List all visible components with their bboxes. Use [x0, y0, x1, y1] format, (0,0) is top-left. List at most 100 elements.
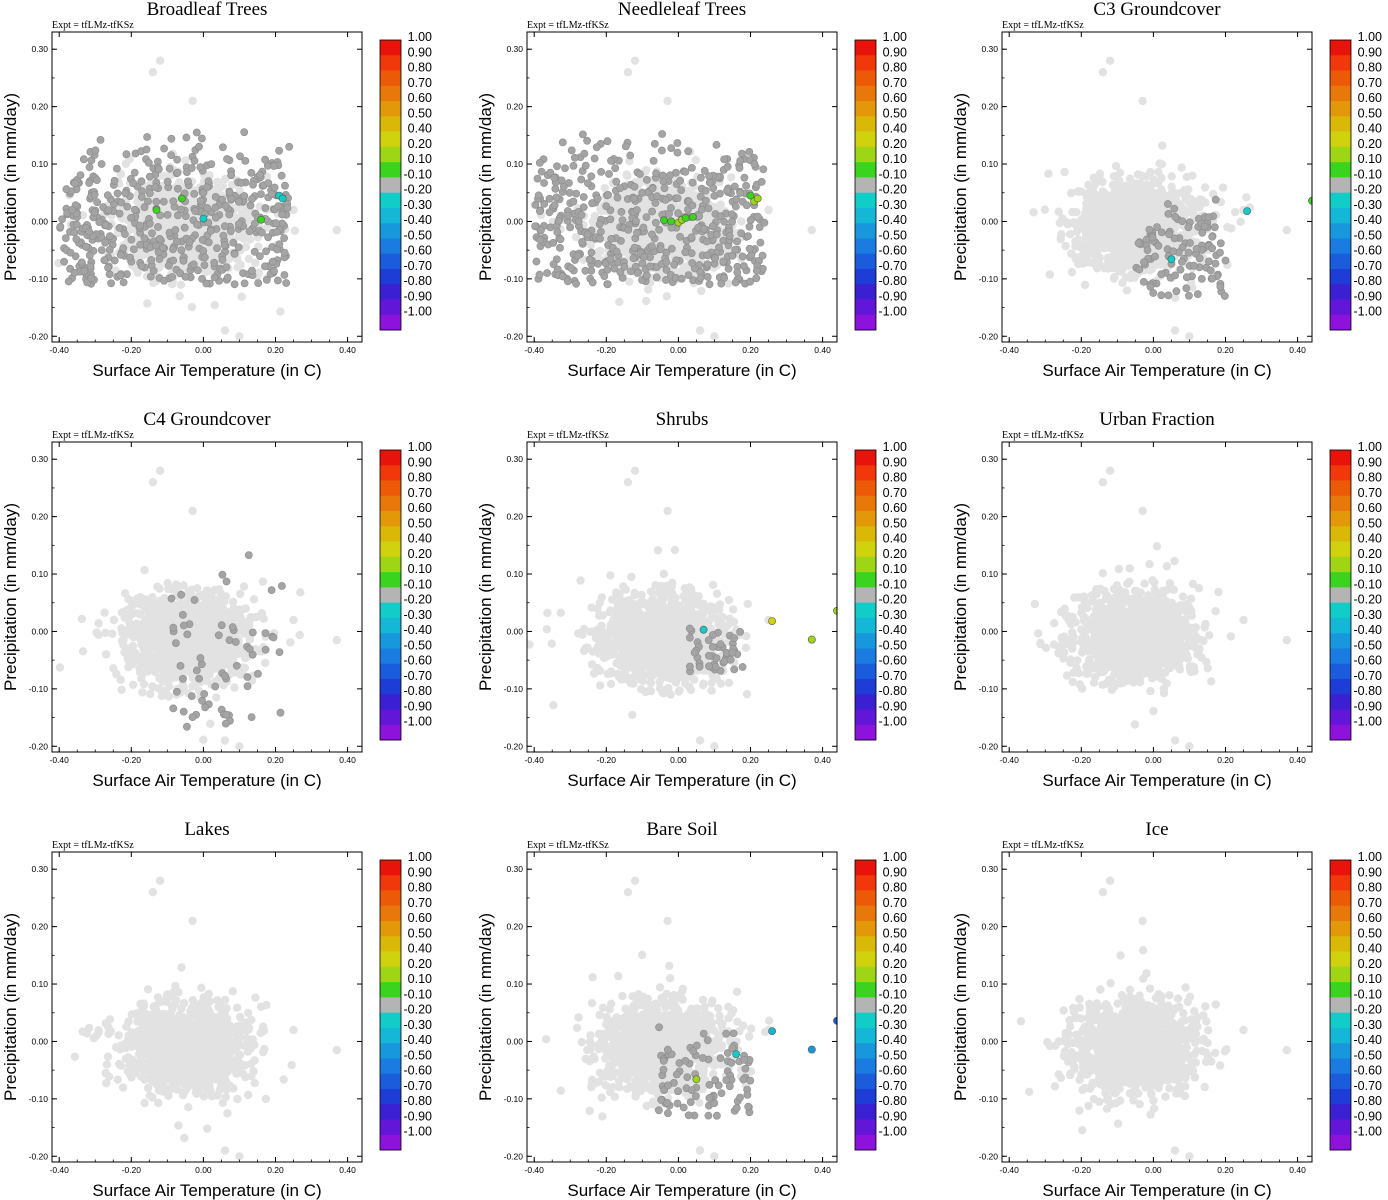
point — [1227, 224, 1236, 233]
point — [273, 276, 282, 285]
colorbar-label: -0.80 — [1354, 274, 1383, 288]
point — [116, 170, 126, 179]
colorbar-label: -0.70 — [404, 259, 433, 273]
point — [1072, 227, 1081, 236]
point — [697, 205, 706, 214]
point — [77, 258, 86, 267]
point — [561, 164, 569, 173]
point — [1176, 265, 1185, 274]
point — [207, 160, 216, 168]
point — [176, 280, 186, 289]
point — [700, 166, 709, 175]
colorbar-label: -0.30 — [879, 198, 908, 212]
point — [687, 249, 696, 258]
point — [736, 189, 745, 197]
point — [1118, 238, 1128, 248]
colorbar-swatch — [1330, 207, 1351, 224]
point — [107, 279, 115, 288]
point — [87, 274, 96, 283]
point — [731, 245, 740, 254]
point — [602, 202, 611, 210]
point — [1054, 207, 1063, 216]
point — [226, 227, 235, 236]
y-tick-label: 0.30 — [31, 44, 48, 54]
colorbar-label: 0.40 — [408, 122, 432, 136]
point — [727, 210, 736, 219]
point — [168, 273, 177, 281]
point — [239, 234, 248, 243]
point — [97, 160, 106, 168]
point — [697, 286, 706, 296]
colorbar-label: -0.30 — [1354, 198, 1383, 212]
point — [531, 200, 540, 209]
colorbar-label: -1.00 — [879, 305, 908, 319]
point — [182, 133, 191, 142]
point — [535, 158, 544, 167]
point — [603, 137, 612, 146]
point — [551, 184, 560, 193]
point — [230, 683, 239, 692]
point — [550, 201, 559, 210]
point — [703, 260, 712, 268]
point — [143, 133, 151, 141]
point — [225, 188, 234, 197]
point — [190, 189, 199, 198]
point — [739, 262, 748, 270]
point — [1140, 258, 1148, 267]
point — [285, 142, 294, 151]
colorbar-label: -0.50 — [879, 228, 908, 242]
point — [1097, 176, 1106, 186]
point — [645, 220, 654, 230]
colorbar-swatch — [1330, 40, 1351, 56]
point — [1208, 274, 1217, 283]
point — [1152, 196, 1161, 206]
point — [60, 257, 68, 266]
point — [144, 158, 153, 167]
point — [681, 248, 690, 257]
point — [723, 162, 732, 171]
point — [1093, 264, 1102, 273]
colorbar-swatch — [380, 253, 401, 270]
point — [738, 252, 747, 261]
point — [1153, 223, 1161, 231]
colorbar-label: 0.10 — [883, 152, 907, 166]
point — [171, 226, 180, 234]
points-layer — [54, 56, 341, 341]
point — [1131, 256, 1140, 266]
colorbar-label: 0.40 — [883, 122, 907, 136]
point — [728, 217, 736, 226]
point — [1189, 261, 1198, 270]
colorbar-label: 1.00 — [1358, 30, 1382, 44]
point — [130, 205, 139, 214]
point — [140, 234, 149, 243]
x-axis-label: Surface Air Temperature (in C) — [92, 361, 321, 380]
point — [644, 199, 653, 209]
point — [113, 164, 121, 173]
point — [1171, 212, 1179, 221]
point — [280, 234, 288, 242]
point — [220, 222, 229, 231]
point — [93, 176, 101, 184]
point — [274, 202, 283, 210]
point — [58, 215, 66, 224]
point — [1143, 246, 1152, 254]
point — [630, 243, 639, 252]
x-tick-label: 0.20 — [742, 345, 759, 355]
point — [234, 220, 243, 228]
point — [1206, 266, 1215, 275]
point — [577, 175, 586, 184]
colorbar-swatch — [380, 268, 401, 285]
highlight-point — [688, 212, 697, 221]
point — [1123, 205, 1132, 214]
point — [696, 173, 705, 182]
y-tick-label: -0.20 — [29, 331, 49, 341]
point — [572, 279, 580, 288]
point — [165, 164, 174, 173]
point — [278, 210, 286, 219]
point — [1220, 292, 1229, 300]
point — [638, 188, 647, 197]
point — [676, 232, 684, 241]
point — [667, 144, 676, 152]
x-tick-label: -0.40 — [50, 345, 70, 355]
